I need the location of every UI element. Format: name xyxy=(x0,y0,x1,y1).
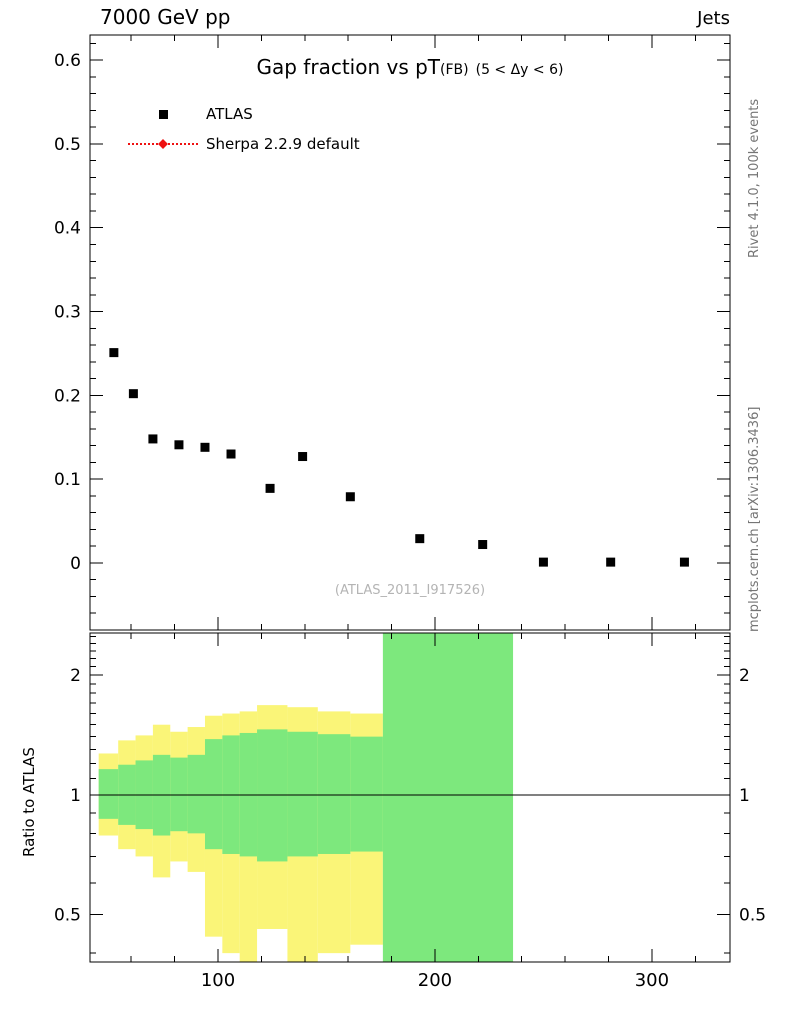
atlas-data-point xyxy=(174,440,184,450)
mcplots-reference-label: mcplots.cern.ch [arXiv:1306.3436] xyxy=(747,406,762,632)
x-axis-tick-label: 200 xyxy=(418,970,452,991)
ratio-panel-frame xyxy=(89,632,731,963)
legend-item-atlas: ATLAS xyxy=(128,99,360,129)
beam-energy-label: 7000 GeV pp xyxy=(100,5,231,29)
legend: ATLAS Sherpa 2.2.9 default xyxy=(128,99,360,159)
atlas-data-point xyxy=(679,557,689,567)
plot-title-main: Gap fraction vs pT xyxy=(256,55,441,79)
red-dotted-diamond-marker-icon xyxy=(128,137,198,151)
legend-item-sherpa: Sherpa 2.2.9 default xyxy=(128,129,360,159)
uncertainty-band-green xyxy=(257,729,288,862)
atlas-data-point xyxy=(538,557,548,567)
ratio-y-tick-label-left: 1 xyxy=(70,786,81,806)
uncertainty-band-green xyxy=(350,736,383,852)
atlas-data-point xyxy=(345,492,355,502)
plot-title-cut: (5 < Δy < 6) xyxy=(475,62,564,78)
ratio-y-tick-label-right: 2 xyxy=(739,666,750,686)
main-y-tick-label: 0.1 xyxy=(54,470,81,490)
ratio-y-tick-label-right: 0.5 xyxy=(739,906,766,926)
x-axis-tick-label: 100 xyxy=(201,970,235,991)
x-axis-tick-label: 300 xyxy=(635,970,669,991)
main-y-tick-label: 0.5 xyxy=(54,135,81,155)
uncertainty-band-green xyxy=(98,769,119,819)
atlas-data-point xyxy=(148,434,158,444)
black-square-marker-icon xyxy=(128,107,198,121)
atlas-data-point xyxy=(265,483,275,493)
uncertainty-band-green xyxy=(187,754,205,834)
atlas-data-point xyxy=(478,540,488,550)
uncertainty-band-green xyxy=(287,731,318,857)
plot-title: Gap fraction vs pT(FB) (5 < Δy < 6) xyxy=(90,55,730,79)
atlas-data-point xyxy=(109,348,119,358)
ratio-axis-title: Ratio to ATLAS xyxy=(20,747,38,857)
main-y-tick-label: 0 xyxy=(70,554,81,574)
analysis-id-watermark: (ATLAS_2011_I917526) xyxy=(334,583,486,598)
main-y-tick-label: 0.6 xyxy=(54,51,81,71)
atlas-data-point xyxy=(200,442,210,452)
uncertainty-band-green xyxy=(204,739,223,850)
atlas-data-point xyxy=(298,452,308,462)
uncertainty-band-green xyxy=(382,633,514,962)
legend-label-sherpa: Sherpa 2.2.9 default xyxy=(206,135,360,153)
ratio-y-tick-label-left: 0.5 xyxy=(54,906,81,926)
ratio-y-tick-label-left: 2 xyxy=(70,666,81,686)
plot-title-subscript: (FB) xyxy=(440,62,469,78)
main-y-tick-label: 0.2 xyxy=(54,386,81,406)
uncertainty-band-green xyxy=(317,734,351,854)
main-y-tick-label: 0.3 xyxy=(54,303,81,323)
main-panel-frame xyxy=(89,34,731,631)
atlas-data-point xyxy=(128,389,138,399)
ratio-y-tick-label-right: 1 xyxy=(739,786,750,806)
analysis-type-label: Jets xyxy=(697,8,730,29)
main-y-tick-label: 0.4 xyxy=(54,219,81,239)
atlas-data-point xyxy=(415,534,425,544)
legend-label-atlas: ATLAS xyxy=(206,105,253,123)
atlas-data-point xyxy=(226,449,236,459)
rivet-version-label: Rivet 4.1.0, 100k events xyxy=(747,98,762,258)
atlas-data-point xyxy=(606,557,616,567)
